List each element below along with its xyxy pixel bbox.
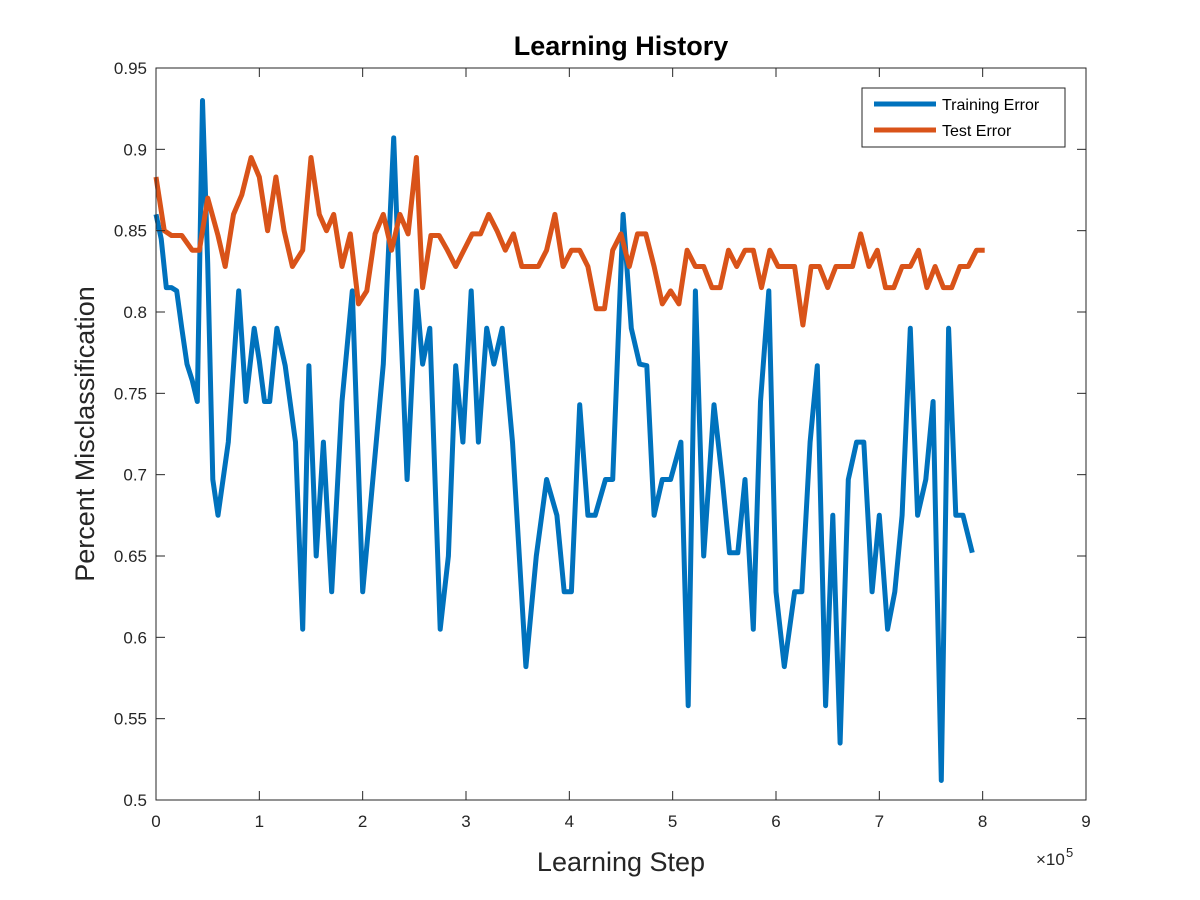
x-axis-exponent: ×10 5	[1036, 845, 1073, 869]
x-tick-label: 1	[255, 812, 264, 831]
series-line-training-error	[153, 98, 975, 783]
y-tick-label: 0.95	[114, 59, 147, 78]
y-tick-label: 0.55	[114, 710, 147, 729]
y-tick-label: 0.8	[123, 303, 147, 322]
x-tick-label: 4	[565, 812, 574, 831]
series-layer	[153, 98, 985, 783]
chart-title: Learning History	[514, 31, 729, 61]
y-tick-label: 0.9	[123, 140, 147, 159]
x-axis-ticks: 0 1 2 3 4 5 6 7 8 9	[151, 68, 1091, 831]
x-axis-label: Learning Step	[537, 847, 705, 877]
y-tick-label: 0.7	[123, 466, 147, 485]
legend-label-test-error: Test Error	[942, 123, 1012, 140]
y-tick-label: 0.6	[123, 628, 147, 647]
legend: Training Error Test Error	[861, 87, 1066, 148]
x-tick-label: 9	[1081, 812, 1090, 831]
y-axis-label: Percent Misclassification	[70, 286, 100, 582]
y-tick-label: 0.85	[114, 222, 147, 241]
series-line-test-error	[153, 155, 985, 328]
y-tick-label: 0.65	[114, 547, 147, 566]
x-tick-label: 0	[151, 812, 160, 831]
y-tick-label: 0.5	[123, 791, 147, 810]
x-tick-label: 5	[668, 812, 677, 831]
x-tick-label: 7	[875, 812, 884, 831]
y-tick-label: 0.75	[114, 384, 147, 403]
y-axis-ticks: 0.5 0.55 0.6 0.65 0.7 0.75 0.8 0.85 0.9 0.95	[114, 59, 1086, 810]
x-tick-label: 6	[771, 812, 780, 831]
x-tick-label: 2	[358, 812, 367, 831]
axes-box	[155, 67, 1087, 801]
x-exponent-power: 5	[1066, 845, 1073, 860]
x-exponent-base: ×10	[1036, 850, 1065, 869]
legend-label-training-error: Training Error	[942, 97, 1040, 114]
x-tick-label: 8	[978, 812, 987, 831]
legend-box	[861, 87, 1066, 148]
x-tick-label: 3	[461, 812, 470, 831]
